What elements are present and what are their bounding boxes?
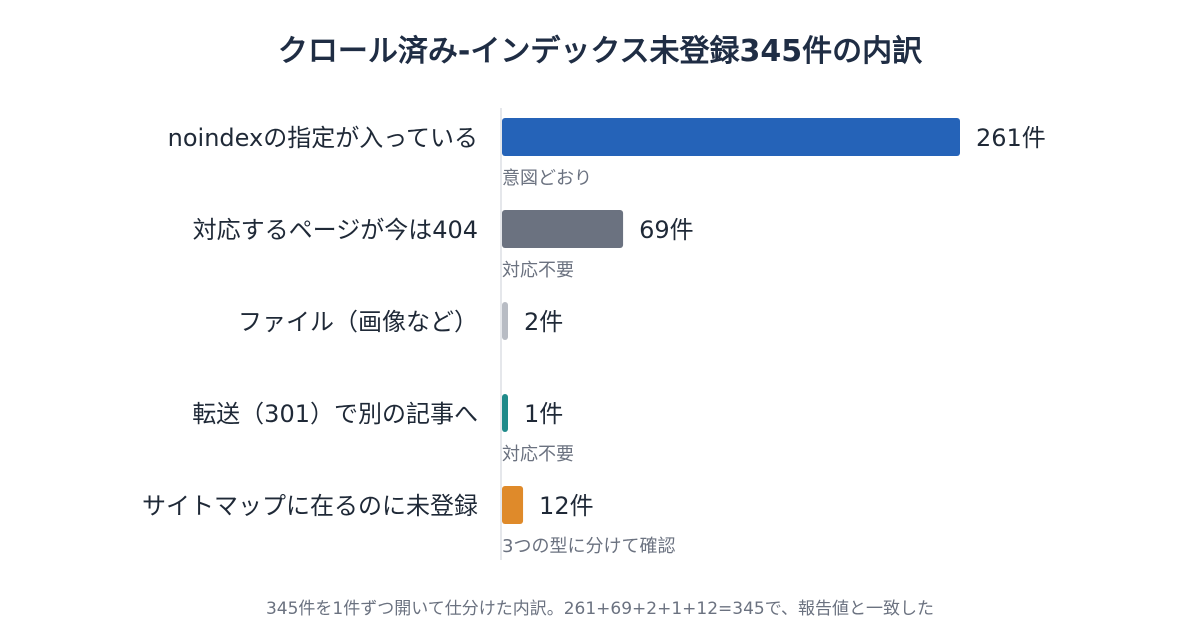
value-label: 2件	[524, 308, 563, 336]
category-label: 転送（301）で別の記事へ	[192, 400, 478, 428]
bar-note: 対応不要	[502, 260, 574, 281]
chart-title: クロール済み-インデックス未登録345件の内訳	[277, 34, 923, 69]
bar	[502, 486, 524, 524]
bar-note: 3つの型に分けて確認	[502, 536, 675, 557]
category-label: ファイル（画像など）	[238, 308, 478, 336]
bar	[502, 118, 960, 156]
value-label: 12件	[539, 492, 594, 520]
value-label: 261件	[976, 124, 1046, 152]
bar-note: 意図どおり	[502, 168, 592, 189]
bar	[502, 394, 508, 432]
category-label: noindexの指定が入っている	[168, 124, 478, 152]
value-label: 1件	[524, 400, 563, 428]
bar	[502, 302, 508, 340]
chart-footnote: 345件を1件ずつ開いて仕分けた内訳。261+69+2+1+12=345で、報告…	[265, 599, 935, 619]
value-label: 69件	[639, 216, 694, 244]
bar-note: 対応不要	[502, 444, 574, 465]
category-label: サイトマップに在るのに未登録	[142, 492, 478, 520]
category-label: 対応するページが今は404	[193, 216, 478, 244]
bar	[502, 210, 624, 248]
